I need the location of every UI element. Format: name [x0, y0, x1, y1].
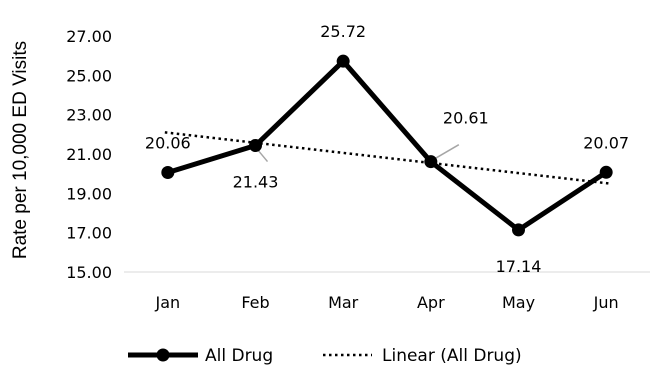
data-label: 20.61: [443, 109, 489, 128]
x-tick-label: Jun: [593, 293, 619, 312]
leader-line: [256, 149, 269, 163]
data-label: 20.07: [583, 133, 629, 152]
data-point-marker: [161, 165, 175, 179]
leader-line: [434, 144, 460, 160]
leader-lines: [256, 144, 460, 163]
series-line-all-drug: [167, 57, 608, 233]
legend: All Drug Linear (All Drug): [128, 346, 522, 366]
trendline: [164, 131, 610, 185]
y-tick-label: 19.00: [66, 184, 112, 203]
data-labels: 20.06 21.43 25.72 20.61 17.14 20.07: [145, 22, 629, 276]
x-tick-label: Jan: [154, 293, 180, 312]
y-tick-label: 15.00: [66, 263, 112, 282]
y-tick-label: 17.00: [66, 224, 112, 243]
y-axis-ticks: 15.00 17.00 19.00 21.00 23.00 25.00 27.00: [66, 27, 112, 282]
data-label: 17.14: [496, 257, 542, 276]
y-tick-label: 25.00: [66, 66, 112, 85]
data-point-marker: [599, 165, 613, 179]
x-tick-label: May: [502, 293, 535, 312]
x-tick-label: Mar: [328, 293, 359, 312]
x-tick-label: Apr: [417, 293, 445, 312]
legend-all-drug-label: All Drug: [205, 346, 273, 366]
x-axis-ticks: Jan Feb Mar Apr May Jun: [154, 293, 618, 312]
y-tick-label: 23.00: [66, 106, 112, 125]
x-tick-label: Feb: [241, 293, 269, 312]
y-axis-title: Rate per 10,000 ED Visits: [10, 41, 31, 259]
trendline-layer: [164, 131, 610, 185]
data-point-marker: [249, 139, 262, 153]
data-point-marker: [512, 223, 525, 237]
series-layer: [161, 54, 613, 237]
legend-trendline-label: Linear (All Drug): [382, 346, 522, 366]
data-label: 21.43: [233, 173, 279, 192]
legend-all-drug-marker: [156, 348, 170, 362]
y-tick-label: 21.00: [66, 145, 112, 164]
data-label: 25.72: [320, 22, 366, 41]
data-point-marker: [336, 54, 350, 68]
data-label: 20.06: [145, 133, 191, 152]
y-tick-label: 27.00: [66, 27, 112, 46]
data-point-marker: [424, 155, 438, 169]
